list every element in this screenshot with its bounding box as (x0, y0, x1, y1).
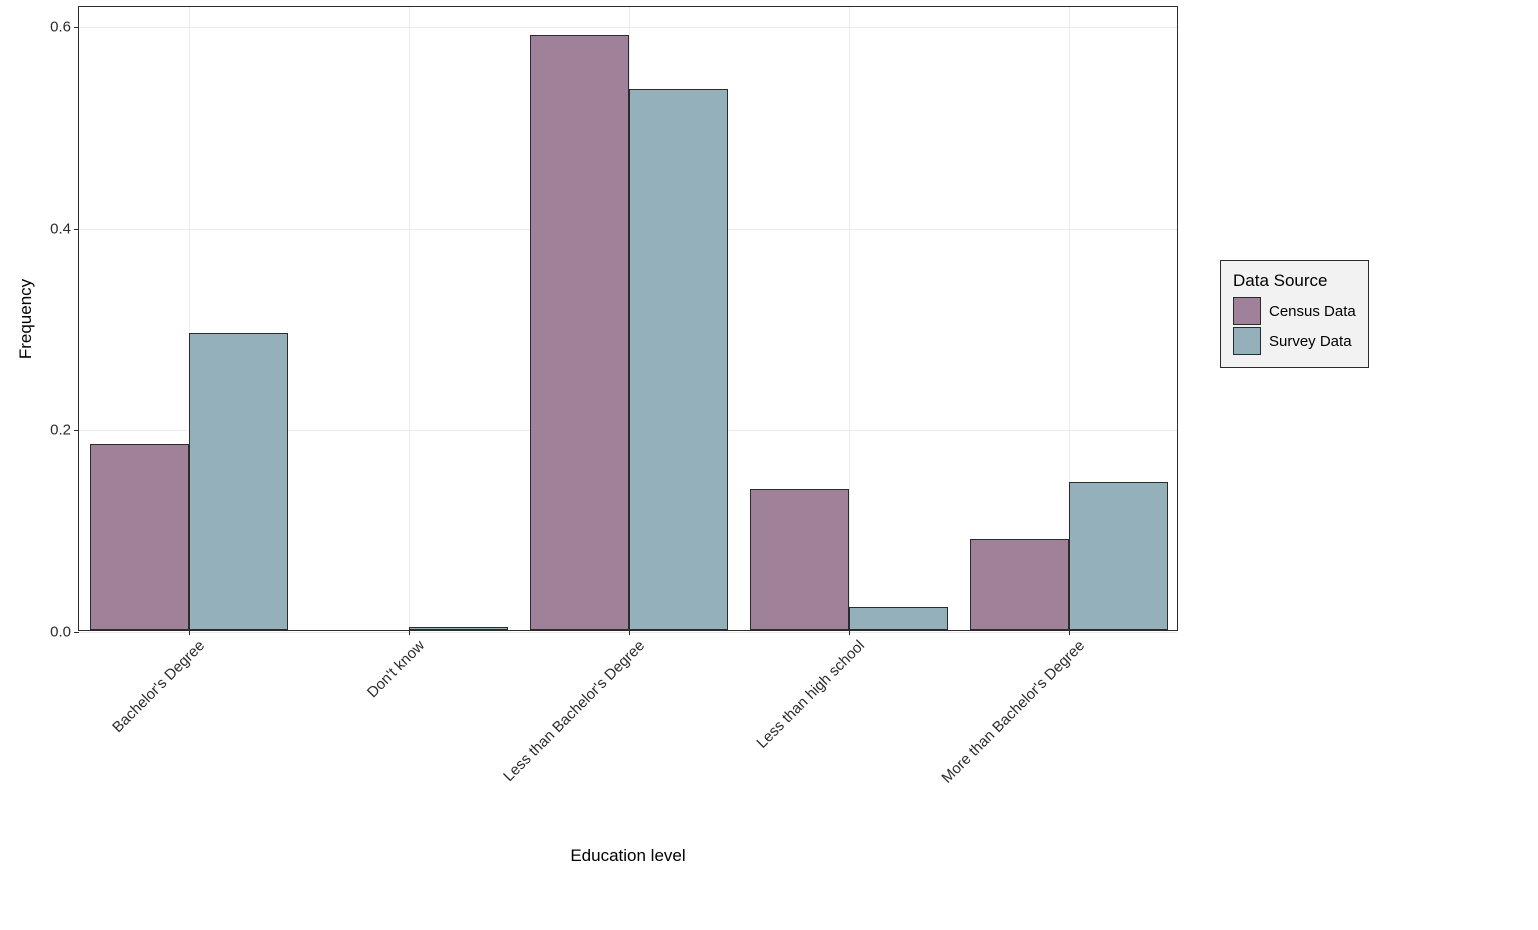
bar (409, 627, 508, 630)
x-tick-label: Don't know (357, 630, 428, 701)
x-tick-label: More than Bachelor's Degree (931, 630, 1088, 787)
legend-label: Census Data (1269, 303, 1356, 320)
x-tick-label: Less than high school (746, 630, 868, 752)
bar (849, 607, 948, 630)
legend-item: Census Data (1233, 297, 1356, 325)
bar (530, 35, 629, 630)
legend-swatch (1233, 297, 1261, 325)
legend: Data Source Census Data Survey Data (1220, 260, 1369, 368)
gridline-v (409, 7, 410, 630)
y-tick-label: 0.6 (50, 19, 79, 36)
chart-container: 0.0 0.2 0.4 0.6 Bachelor's Degree Don't know L… (0, 0, 1538, 930)
bar (629, 89, 728, 630)
bar (189, 333, 288, 630)
gridline-v (849, 7, 850, 630)
legend-item: Survey Data (1233, 327, 1356, 355)
x-axis-title: Education level (570, 846, 685, 866)
legend-title: Data Source (1233, 271, 1356, 291)
y-tick-label: 0.0 (50, 624, 79, 641)
x-tick-label: Bachelor's Degree (102, 630, 208, 736)
x-tick-label: Less than Bachelor's Degree (493, 630, 648, 785)
plot-area: 0.00.20.40.6Bachelor's DegreeDon't knowL… (78, 6, 1178, 631)
y-tick-label: 0.2 (50, 422, 79, 439)
y-tick-label: 0.4 (50, 220, 79, 237)
y-axis-title: Frequency (16, 278, 36, 358)
bar (970, 539, 1069, 630)
legend-swatch (1233, 327, 1261, 355)
bar (90, 444, 189, 630)
legend-label: Survey Data (1269, 333, 1352, 350)
bar (1069, 482, 1168, 630)
gridline-h (79, 27, 1177, 28)
bar (750, 489, 849, 630)
